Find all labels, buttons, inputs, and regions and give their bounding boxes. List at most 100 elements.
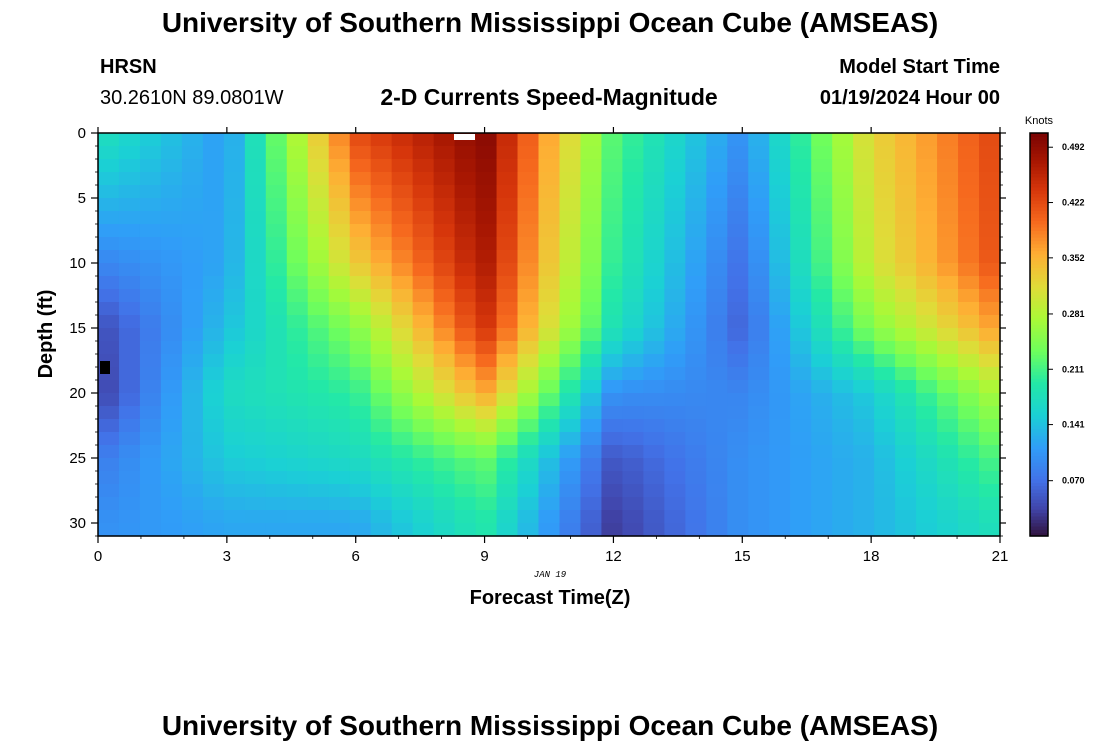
heatmap-cell bbox=[811, 523, 833, 537]
heatmap-cell bbox=[160, 393, 183, 407]
heatmap-cell bbox=[622, 185, 644, 199]
heatmap-cell bbox=[181, 185, 204, 199]
heatmap-cell bbox=[433, 159, 456, 173]
heatmap-cell bbox=[937, 224, 959, 238]
heatmap-cell bbox=[98, 393, 120, 407]
heatmap-cell bbox=[370, 211, 393, 225]
heatmap-cell bbox=[790, 172, 812, 186]
heatmap-cell bbox=[265, 510, 288, 524]
heatmap-cell bbox=[895, 315, 917, 329]
heatmap-cell bbox=[622, 146, 644, 160]
heatmap-cell bbox=[664, 393, 686, 407]
heatmap-cell bbox=[328, 471, 351, 485]
heatmap-cell bbox=[706, 406, 728, 420]
heatmap-cell bbox=[454, 432, 477, 446]
heatmap-cell bbox=[811, 263, 833, 277]
heatmap-cell bbox=[181, 432, 204, 446]
heatmap-cell bbox=[643, 198, 665, 212]
heatmap-cell bbox=[706, 185, 728, 199]
heatmap-cell bbox=[643, 471, 665, 485]
colorbar-segment bbox=[1030, 351, 1048, 356]
heatmap-cell bbox=[748, 393, 770, 407]
heatmap-cell bbox=[349, 276, 372, 290]
heatmap-cell bbox=[433, 458, 456, 472]
heatmap-cell bbox=[811, 237, 833, 251]
heatmap-cell bbox=[265, 172, 288, 186]
heatmap-cell bbox=[475, 224, 498, 238]
heatmap-cell bbox=[643, 484, 665, 498]
heatmap-cell bbox=[832, 237, 854, 251]
colorbar-label: 0.070 bbox=[1062, 476, 1085, 486]
heatmap-cell bbox=[496, 224, 519, 238]
heatmap-cell bbox=[790, 224, 812, 238]
heatmap-cell bbox=[433, 484, 456, 498]
heatmap-cell bbox=[139, 133, 162, 147]
heatmap-cell bbox=[391, 224, 414, 238]
colorbar-segment bbox=[1030, 509, 1048, 514]
heatmap-cell bbox=[937, 432, 959, 446]
heatmap-cell bbox=[496, 302, 519, 316]
heatmap-cell bbox=[727, 328, 749, 342]
heatmap-cell bbox=[328, 224, 351, 238]
heatmap-cell bbox=[98, 458, 120, 472]
heatmap-cell bbox=[811, 367, 833, 381]
heatmap-cell bbox=[139, 367, 162, 381]
heatmap-cell bbox=[391, 471, 414, 485]
heatmap-cell bbox=[349, 393, 372, 407]
heatmap-cell bbox=[118, 445, 141, 459]
heatmap-cell bbox=[160, 250, 183, 264]
heatmap-cell bbox=[601, 224, 624, 238]
heatmap-cell bbox=[832, 380, 854, 394]
heatmap-cell bbox=[559, 263, 582, 277]
heatmap-cell bbox=[559, 276, 582, 290]
heatmap-cell bbox=[349, 198, 372, 212]
heatmap-cell bbox=[832, 224, 854, 238]
heatmap-cell bbox=[895, 445, 917, 459]
heatmap-cell bbox=[160, 159, 183, 173]
heatmap-cell bbox=[874, 419, 896, 433]
heatmap-cell bbox=[874, 367, 896, 381]
heatmap-cell bbox=[496, 380, 519, 394]
heatmap-cell bbox=[580, 484, 603, 498]
heatmap-cell bbox=[118, 484, 141, 498]
heatmap-cell bbox=[475, 237, 498, 251]
colorbar-segment bbox=[1030, 267, 1048, 272]
heatmap-cell bbox=[328, 185, 351, 199]
heatmap-cell bbox=[853, 341, 875, 355]
heatmap-cell bbox=[286, 523, 309, 537]
heatmap-cell bbox=[265, 302, 288, 316]
heatmap-cell bbox=[538, 276, 561, 290]
heatmap-cell bbox=[895, 146, 917, 160]
heatmap-cell bbox=[475, 341, 498, 355]
heatmap-cell bbox=[958, 211, 980, 225]
heatmap-cell bbox=[328, 523, 351, 537]
heatmap-cell bbox=[454, 172, 477, 186]
colorbar-segment bbox=[1030, 344, 1048, 349]
heatmap-cell bbox=[979, 250, 1001, 264]
heatmap-cell bbox=[244, 471, 267, 485]
heatmap-cell bbox=[769, 354, 791, 368]
heatmap-cell bbox=[580, 341, 603, 355]
heatmap-cell bbox=[349, 146, 372, 160]
heatmap-cell bbox=[979, 445, 1001, 459]
heatmap-cell bbox=[181, 276, 204, 290]
heatmap-cell bbox=[391, 289, 414, 303]
heatmap-cell bbox=[706, 484, 728, 498]
heatmap-cell bbox=[349, 263, 372, 277]
heatmap-cell bbox=[706, 237, 728, 251]
heatmap-cell bbox=[307, 341, 330, 355]
heatmap-cell bbox=[412, 185, 435, 199]
heatmap-cell bbox=[139, 393, 162, 407]
heatmap-cell bbox=[98, 523, 120, 537]
colorbar-segment bbox=[1030, 237, 1048, 242]
heatmap-cell bbox=[958, 393, 980, 407]
heatmap-cell bbox=[496, 445, 519, 459]
heatmap-cell bbox=[286, 406, 309, 420]
colorbar-segment bbox=[1030, 163, 1048, 168]
heatmap-cell bbox=[832, 263, 854, 277]
heatmap-cell bbox=[181, 471, 204, 485]
heatmap-cell bbox=[874, 315, 896, 329]
heatmap-cell bbox=[727, 445, 749, 459]
heatmap-cell bbox=[517, 133, 540, 147]
colorbar-segment bbox=[1030, 347, 1048, 352]
